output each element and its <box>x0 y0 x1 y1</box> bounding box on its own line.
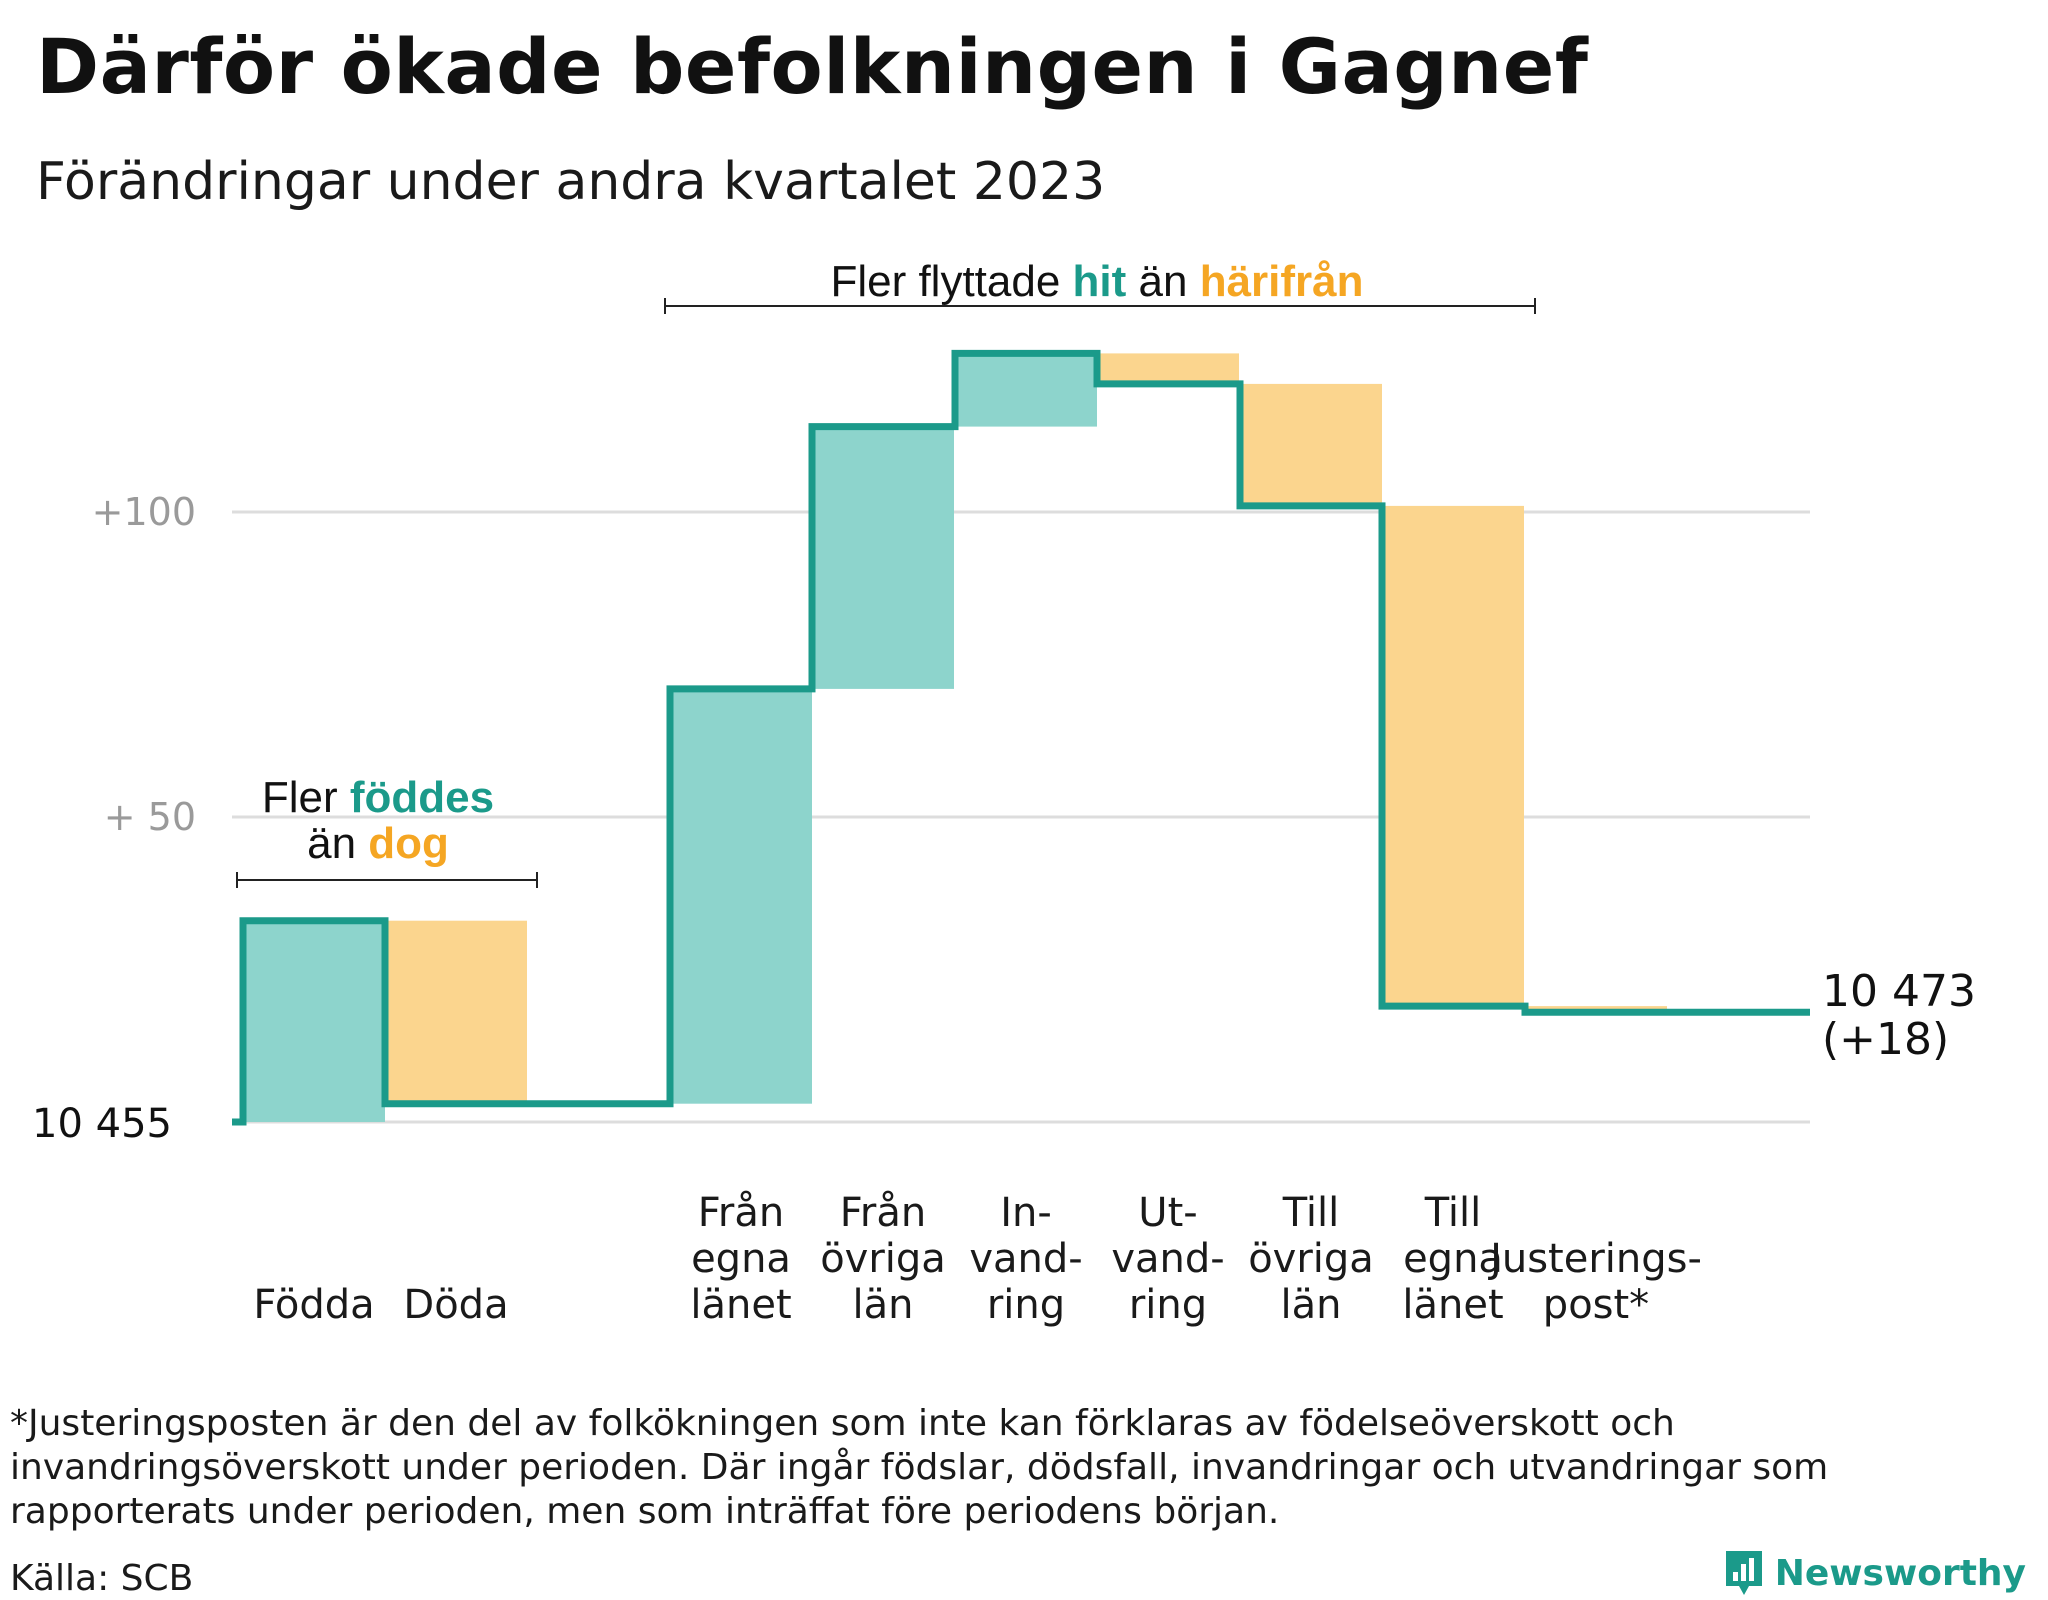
category-label-4-1: övriga <box>820 1236 946 1282</box>
end-change-label: (+18) <box>1822 1014 1949 1065</box>
bar-3 <box>670 688 812 1104</box>
category-label-5-1: vand- <box>969 1236 1082 1282</box>
category-label-9-1: post* <box>1543 1282 1649 1328</box>
grid-lines <box>232 510 1810 1124</box>
category-label-6-1: vand- <box>1111 1236 1224 1282</box>
annotation-moves-bracket <box>664 298 1536 314</box>
annotation-moves-text: Fler flyttade hit än härifrån <box>830 257 1363 306</box>
annotation-births-line2: än dog <box>307 819 449 868</box>
y-tick-label-1: +100 <box>92 490 196 534</box>
chart-title: Därför ökade befolkningen i Gagnef <box>36 22 1589 111</box>
annotation-moves: Fler flyttade hit än härifrån <box>664 257 1536 314</box>
category-label-5-0: In- <box>1000 1190 1052 1236</box>
category-label-3-0: Från <box>698 1190 784 1236</box>
category-label-6-2: ring <box>1129 1282 1207 1328</box>
category-label-3-2: länet <box>690 1282 791 1328</box>
y-ticks: + 50 +100 <box>92 490 196 839</box>
annotation-births-line1: Fler föddes <box>262 773 494 822</box>
annotation-births-bracket <box>236 872 538 888</box>
category-label-7-1: övriga <box>1248 1236 1374 1282</box>
category-label-7-0: Till <box>1282 1190 1340 1236</box>
step-line <box>232 349 1810 1126</box>
bar-1 <box>385 920 527 1104</box>
category-labels: Födda DödaFrånegnalänetFrånövrigalänIn-va… <box>253 1190 1702 1328</box>
category-label-4-2: län <box>853 1282 914 1328</box>
waterfall-chart: + 50+100 Födda DödaFrånegnalänetFrånövrig… <box>32 257 1976 1328</box>
bar-5 <box>955 353 1097 427</box>
footnote: *Justeringsposten är den del av folkökni… <box>10 1403 1829 1532</box>
annotation-births: Fler föddes än dog <box>236 773 538 888</box>
category-label-0-0: Födda <box>253 1282 374 1328</box>
cumulative-step-line <box>232 349 1810 1126</box>
bar-8 <box>1382 505 1524 1007</box>
bar-4 <box>812 426 954 689</box>
category-label-6-0: Ut- <box>1138 1190 1197 1236</box>
base-value-label: 10 455 <box>32 1101 172 1147</box>
bars <box>243 353 1667 1122</box>
category-label-9-0: Justerings- <box>1487 1236 1702 1282</box>
category-label-7-2: län <box>1281 1282 1342 1328</box>
y-tick-label-0: + 50 <box>104 795 196 839</box>
brand-logo: Newsworthy <box>1723 1548 2026 1598</box>
end-value-label: 10 473 <box>1822 966 1976 1017</box>
category-label-8-0: Till <box>1424 1190 1482 1236</box>
speech-bubble-bar-chart-icon <box>1725 1551 1762 1595</box>
bar-7 <box>1240 383 1382 506</box>
bar-6 <box>1097 353 1239 384</box>
brand-name: Newsworthy <box>1774 1552 2026 1594</box>
category-label-8-2: länet <box>1402 1282 1503 1328</box>
bar-0 <box>243 920 385 1122</box>
category-label-3-1: egna <box>691 1236 791 1282</box>
category-label-1-0: Döda <box>403 1282 508 1328</box>
source-label: Källa: SCB <box>10 1558 194 1599</box>
category-label-4-0: Från <box>840 1190 926 1236</box>
category-label-8-1: egna <box>1403 1236 1503 1282</box>
category-label-5-2: ring <box>987 1282 1065 1328</box>
chart-subtitle: Förändringar under andra kvartalet 2023 <box>36 152 1106 212</box>
